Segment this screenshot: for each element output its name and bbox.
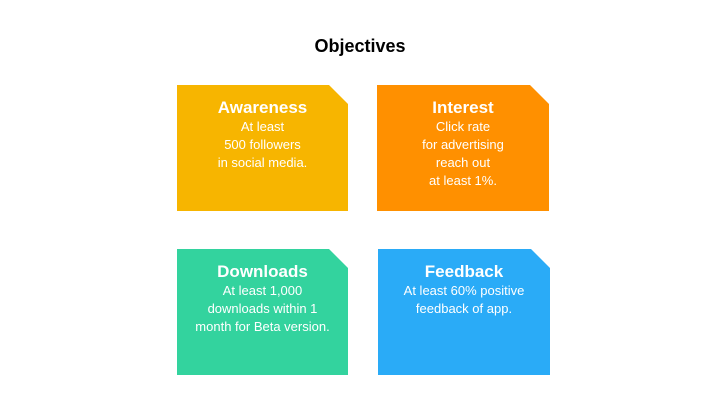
card-body-line: At least [240, 119, 285, 134]
card-body-downloads: At least 1,000 downloads within 1 month … [177, 282, 348, 336]
card-body-awareness: At least 500 followers in social media. [177, 118, 348, 172]
card-body-line: in social media. [217, 155, 308, 170]
card-body-interest: Click rate for advertising reach out at … [377, 118, 549, 190]
objective-card-downloads: Downloads At least 1,000 downloads withi… [177, 249, 348, 375]
objective-card-feedback: Feedback At least 60% positive feedback … [378, 249, 550, 375]
card-body-line: Click rate [435, 119, 491, 134]
card-title-downloads: Downloads [217, 262, 308, 281]
card-body-feedback: At least 60% positive feedback of app. [378, 282, 550, 318]
card-body-line: At least 60% positive [403, 283, 525, 298]
card-body-line: downloads within 1 [207, 301, 318, 316]
card-body-line: feedback of app. [415, 301, 513, 316]
objective-card-interest: Interest Click rate for advertising reac… [377, 85, 549, 211]
card-body-line: 500 followers [224, 137, 301, 152]
card-body-line: At least 1,000 [222, 283, 303, 298]
card-body-line: month for Beta version. [195, 319, 330, 334]
card-body-line: for advertising [422, 137, 504, 152]
card-title-interest: Interest [432, 98, 494, 117]
slide-title: Objectives [314, 36, 406, 56]
objective-card-awareness: Awareness At least 500 followers in soci… [177, 85, 348, 211]
card-body-line: reach out [435, 155, 491, 170]
card-title-feedback: Feedback [424, 262, 504, 281]
card-title-awareness: Awareness [217, 98, 308, 117]
card-body-line: at least 1%. [429, 173, 497, 188]
